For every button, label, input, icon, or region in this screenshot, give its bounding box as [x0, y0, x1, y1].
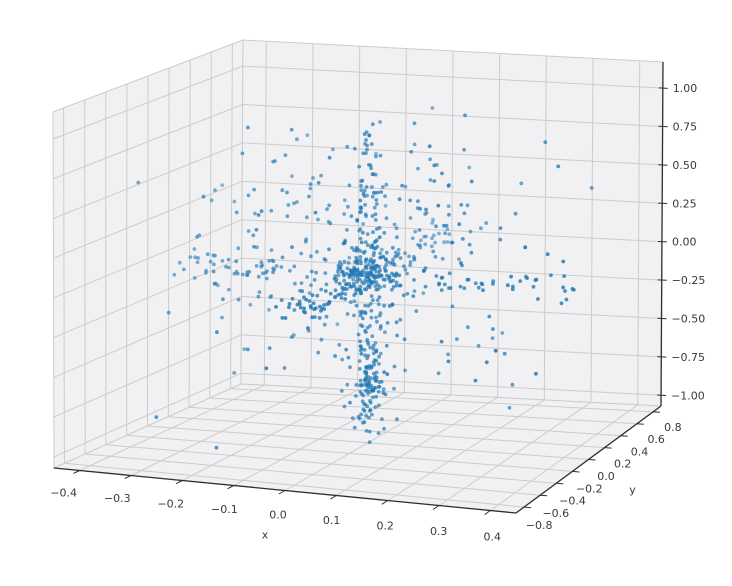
z-tick-label: 0.25 [672, 197, 697, 210]
y-tick-label: 0.2 [614, 458, 632, 471]
scatter-points [136, 106, 594, 450]
x-tick-label: 0.2 [376, 520, 394, 533]
y-tick-label: −0.4 [559, 495, 586, 508]
x-tick-label: 0.3 [430, 525, 448, 538]
y-tick-label: −0.6 [542, 507, 569, 520]
z-tick-label: 0.00 [672, 236, 697, 249]
y-tick-label: 0.6 [647, 433, 665, 446]
axis-name-labels: xy [262, 484, 637, 542]
z-tick-label: −0.75 [671, 351, 705, 364]
y-axis-label: y [629, 484, 636, 497]
grid-lines-y [63, 43, 653, 508]
y-tick-label: 0.8 [664, 421, 682, 434]
x-tick-labels: −0.4 −0.3 −0.2 −0.1 0.0 0.1 0.2 0.3 0.4 [50, 487, 501, 544]
z-tick-label: −0.50 [672, 313, 706, 326]
y-tick-label: 0.4 [631, 446, 649, 459]
x-tick-label: −0.4 [50, 487, 77, 500]
x-tick-label: 0.1 [323, 514, 341, 527]
z-tick-label: 0.50 [672, 159, 697, 172]
x-tick-label: −0.1 [211, 503, 238, 516]
tick-marks [73, 87, 668, 516]
y-tick-label: −0.8 [526, 519, 553, 532]
z-tick-labels: −1.00 −0.75 −0.50 −0.25 0.00 0.25 0.50 0.75 1.00 [671, 82, 705, 402]
z-tick-label: −0.25 [672, 274, 706, 287]
z-tick-label: −1.00 [671, 389, 705, 402]
y-tick-labels: −0.8−0.6−0.4−0.20.00.20.40.60.8 [526, 421, 682, 532]
x-tick-label: 0.0 [269, 509, 287, 522]
y-tick-label: 0.0 [597, 470, 615, 483]
y-tick-label: −0.2 [576, 482, 603, 495]
x-tick-label: −0.3 [104, 492, 131, 505]
z-tick-label: 1.00 [673, 82, 698, 95]
z-tick-label: 0.75 [673, 121, 698, 134]
x-tick-label: −0.2 [157, 498, 184, 511]
x-axis-label: x [262, 529, 269, 542]
x-tick-label: 0.4 [484, 531, 502, 544]
